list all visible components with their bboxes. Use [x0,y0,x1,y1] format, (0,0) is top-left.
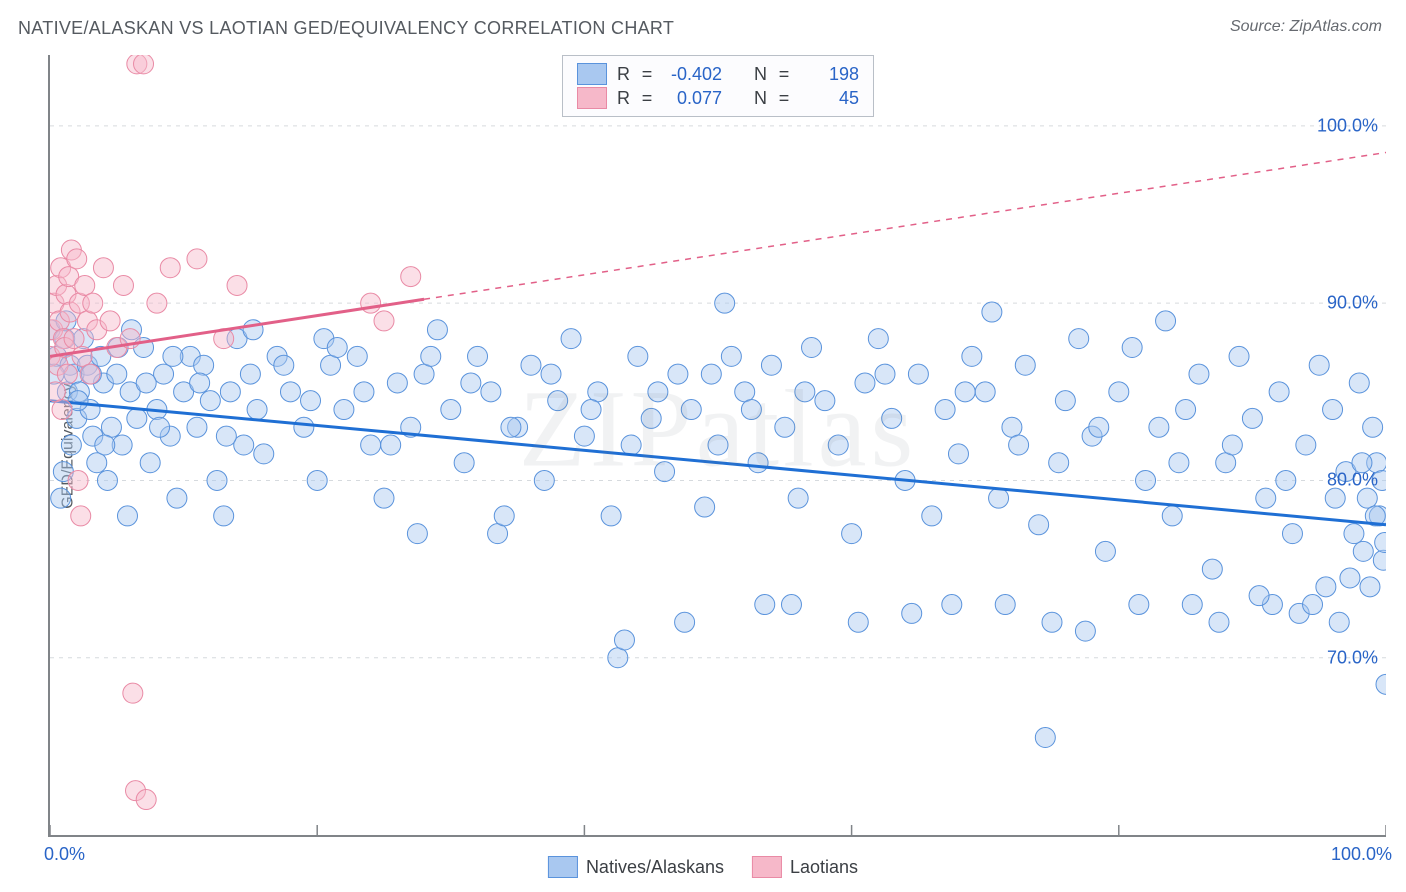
legend-r-value: 0.077 [664,86,722,110]
ytick-label: 80.0% [1327,470,1378,491]
xtick-label-right: 100.0% [1331,844,1392,865]
legend-n-value: 198 [801,62,859,86]
series-legend: Natives/Alaskans Laotians [548,856,858,878]
chart-container: NATIVE/ALASKAN VS LAOTIAN GED/EQUIVALENC… [0,0,1406,892]
legend-eq: = [640,86,654,110]
legend-r-value: -0.402 [664,62,722,86]
chart-title: NATIVE/ALASKAN VS LAOTIAN GED/EQUIVALENC… [18,18,674,39]
source-credit: Source: ZipAtlas.com [1230,18,1382,36]
correlation-legend: R = -0.402 N = 198 R = 0.077 N = 45 [562,55,874,117]
legend-row-natives: R = -0.402 N = 198 [577,62,859,86]
series-label: Natives/Alaskans [586,857,724,878]
chart-svg [50,55,1386,835]
legend-eq: = [777,62,791,86]
legend-swatch [548,856,578,878]
legend-row-laotians: R = 0.077 N = 45 [577,86,859,110]
series-legend-item-laotians: Laotians [752,856,858,878]
legend-eq: = [640,62,654,86]
legend-eq: = [777,86,791,110]
legend-swatch [752,856,782,878]
legend-r-label: R [617,62,630,86]
legend-swatch-laotians [577,87,607,109]
legend-n-value: 45 [801,86,859,110]
ytick-label: 70.0% [1327,647,1378,668]
legend-n-label: N [754,86,767,110]
legend-r-label: R [617,86,630,110]
series-legend-item-natives: Natives/Alaskans [548,856,724,878]
xtick-label-left: 0.0% [44,844,85,865]
ytick-label: 100.0% [1317,115,1378,136]
ytick-label: 90.0% [1327,293,1378,314]
legend-swatch-natives [577,63,607,85]
plot-area: ZIPatlas R = -0.402 N = 198 R = 0.077 N … [48,55,1386,837]
legend-n-label: N [754,62,767,86]
series-label: Laotians [790,857,858,878]
